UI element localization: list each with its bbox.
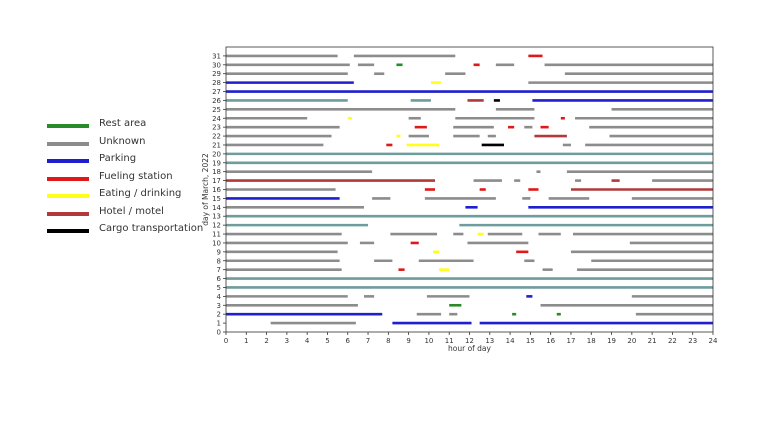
x-tick-label: 7 [366,337,370,345]
x-tick-label: 13 [485,337,494,345]
y-tick-label: 1 [217,320,221,328]
legend-item: Unknown [47,136,217,153]
y-tick-label: 24 [212,115,221,123]
legend-item: Rest area [47,118,217,135]
legend-swatch [47,176,89,181]
x-tick-label: 15 [526,337,535,345]
x-axis-label: hour of day [448,344,492,353]
legend-swatch [47,229,89,233]
x-tick-label: 1 [244,337,248,345]
y-tick-label: 14 [212,204,221,212]
x-tick-label: 5 [325,337,329,345]
legend-label: Unknown [99,135,146,147]
x-tick-label: 17 [566,337,575,345]
y-tick-label: 12 [212,222,221,230]
x-tick-label: 19 [607,337,616,345]
legend-label: Rest area [99,118,147,129]
y-tick-label: 2 [217,311,221,319]
x-tick-label: 23 [688,337,697,345]
x-tick-label: 9 [406,337,410,345]
x-tick-label: 2 [264,337,268,345]
y-tick-label: 23 [212,124,221,132]
x-tick-label: 14 [506,337,515,345]
x-tick-label: 10 [424,337,433,345]
legend-swatch [47,159,89,163]
x-tick-label: 24 [709,337,718,345]
legend-label: Parking [99,153,137,164]
x-tick-label: 18 [587,337,596,345]
legend-item: Cargo transportation [47,223,217,240]
y-tick-label: 20 [212,150,221,158]
legend-item: Parking [47,153,217,170]
y-tick-label: 25 [212,106,221,114]
x-tick-label: 4 [305,337,310,345]
legend-swatch [47,141,89,146]
y-tick-label: 18 [212,168,221,176]
y-axis-label: day of March, 2022 [201,153,210,226]
legend-swatch [47,124,89,128]
y-tick-label: 16 [212,186,221,194]
y-tick-label: 30 [212,61,221,69]
x-tick-label: 6 [346,337,351,345]
y-tick-label: 15 [212,195,221,203]
x-tick-label: 8 [386,337,390,345]
x-tick-label: 16 [546,337,555,345]
y-tick-label: 28 [212,79,221,87]
y-tick-label: 11 [212,231,221,239]
x-tick-label: 3 [285,337,289,345]
y-tick-label: 4 [217,293,222,301]
legend-label: Hotel / motel [99,205,164,217]
y-tick-label: 6 [217,275,222,283]
y-tick-label: 5 [217,284,221,292]
x-tick-label: 0 [224,337,228,345]
y-tick-label: 7 [217,266,221,274]
y-tick-label: 19 [212,159,221,167]
y-tick-label: 10 [212,239,221,247]
y-tick-label: 26 [212,97,221,105]
y-tick-label: 9 [217,248,221,256]
legend-item: Eating / drinking [47,188,217,205]
legend-label: Fueling station [99,170,173,182]
y-tick-label: 21 [212,141,221,149]
y-tick-label: 22 [212,133,221,141]
x-tick-label: 22 [668,337,677,345]
y-tick-label: 29 [212,70,221,78]
x-tick-label: 21 [648,337,657,345]
x-tick-label: 11 [445,337,454,345]
segments-group [226,54,713,325]
y-tick-label: 0 [217,329,221,337]
x-tick-label: 12 [465,337,474,345]
y-tick-label: 13 [212,213,221,221]
legend-swatch [47,211,89,216]
y-tick-label: 17 [212,177,221,185]
y-tick-label: 3 [217,302,221,310]
x-tick-label: 20 [627,337,636,345]
legend-label: Cargo transportation [99,223,204,234]
legend-item: Fueling station [47,171,217,188]
y-tick-label: 8 [217,257,221,265]
y-tick-label: 31 [212,52,221,60]
legend-swatch [47,194,89,198]
legend-item: Hotel / motel [47,206,217,223]
legend-label: Eating / drinking [99,188,182,199]
y-tick-label: 27 [212,88,221,96]
